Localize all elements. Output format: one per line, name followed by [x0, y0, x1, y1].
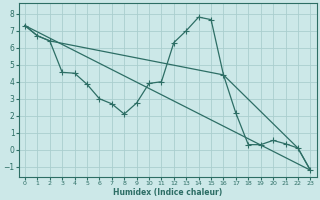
X-axis label: Humidex (Indice chaleur): Humidex (Indice chaleur)	[113, 188, 222, 197]
